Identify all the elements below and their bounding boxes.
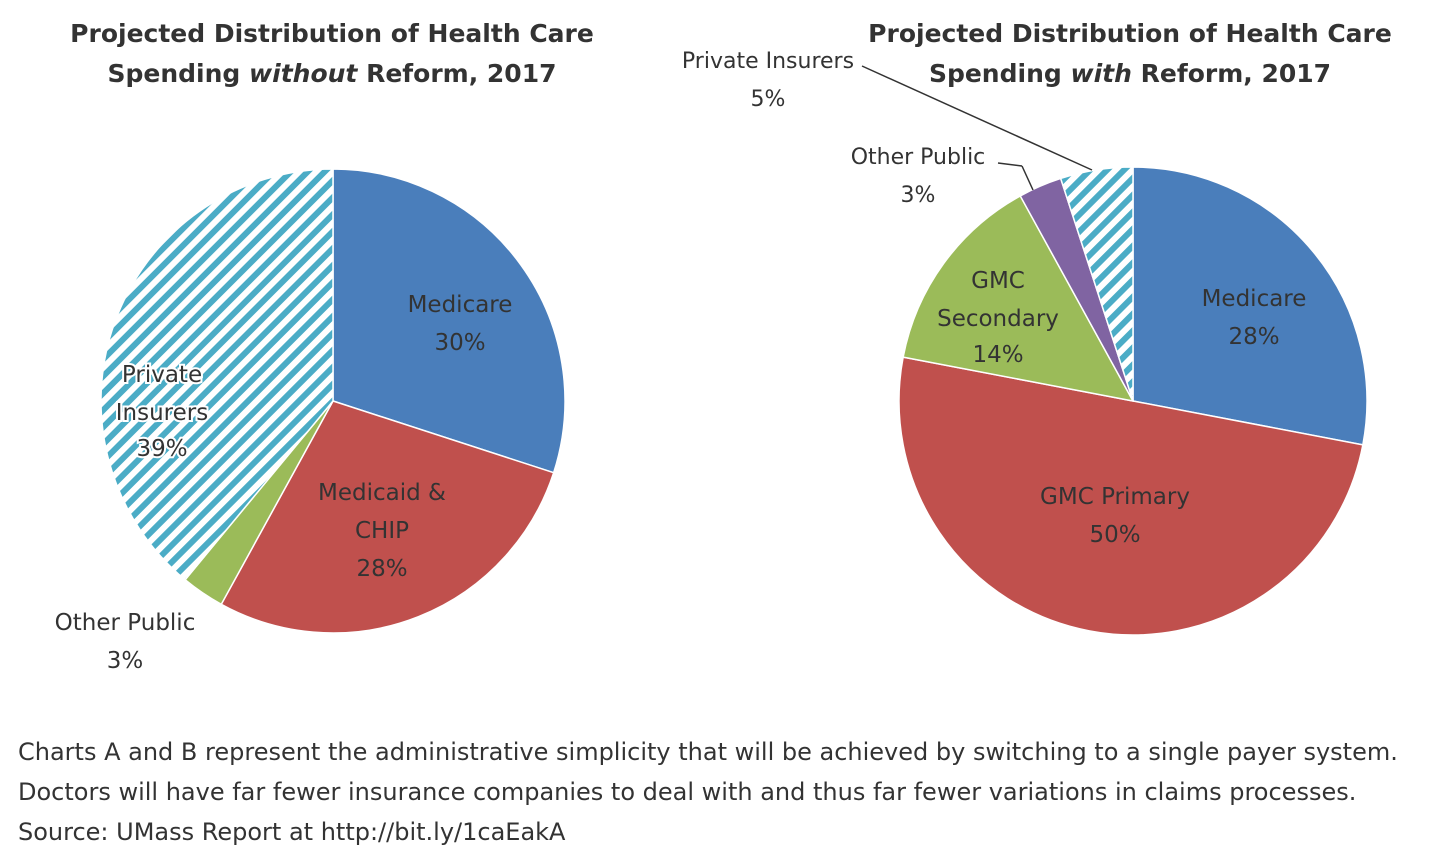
chart-a-slice-medicaid-chip [220, 400, 555, 634]
chart-b-label-other-public: Other Public [851, 145, 986, 170]
chart-a-value-other-public: 3% [107, 648, 144, 674]
chart-a-title-post: Reform, 2017 [357, 59, 556, 88]
chart-a-value-private: 39% [136, 436, 187, 462]
chart-b-slice-medicare [1132, 166, 1368, 446]
chart-b-title-em: with [1070, 59, 1131, 88]
chart-b-label-gmc-primary: GMC Primary [1040, 484, 1190, 510]
chart-b-pie [898, 166, 1368, 636]
chart-a-pie [100, 168, 566, 634]
chart-b-slice-gmc-primary [898, 356, 1364, 636]
chart-b-leader-other-public [997, 162, 1023, 167]
chart-b: Projected Distribution of Health Care Sp… [682, 19, 1392, 636]
caption-line-3: Source: UMass Report at http://bit.ly/1c… [18, 818, 566, 846]
chart-a-label-medicaid-2: CHIP [355, 518, 409, 544]
chart-b-leader-private [861, 65, 1093, 171]
chart-b-value-gmc-secondary: 14% [972, 342, 1023, 368]
chart-b-slice-private-insurers [1059, 166, 1134, 402]
chart-a-label-medicaid-1: Medicaid & [318, 480, 446, 506]
chart-a-title-line1: Projected Distribution of Health Care [70, 19, 594, 48]
chart-a-title-pre: Spending [108, 59, 250, 88]
chart-b-label-gmc-secondary-1: GMC [971, 268, 1025, 294]
chart-a-slice-medicare [332, 168, 566, 474]
chart-b-title-line2: Spending with Reform, 2017 [929, 59, 1331, 88]
chart-b-slice-gmc-secondary [902, 194, 1135, 403]
chart-b-title-line1: Projected Distribution of Health Care [868, 19, 1392, 48]
caption-line-1: Charts A and B represent the administrat… [18, 738, 1398, 766]
chart-a-label-medicare: Medicare [408, 292, 513, 318]
caption: Charts A and B represent the administrat… [18, 732, 1428, 852]
chart-b-title-post: Reform, 2017 [1132, 59, 1331, 88]
chart-a-title-line2: Spending without Reform, 2017 [108, 59, 557, 88]
chart-a-label-other-public: Other Public [55, 610, 196, 636]
chart-b-value-medicare: 28% [1228, 324, 1279, 350]
chart-b-value-other-public: 3% [901, 183, 936, 208]
chart-a-label-private-2: Insurers [116, 400, 208, 426]
caption-line-2: Doctors will have far fewer insurance co… [18, 778, 1357, 806]
chart-b-leader-other-public-2 [1021, 165, 1034, 191]
chart-b-label-gmc-secondary-2: Secondary [937, 306, 1059, 332]
chart-b-title-pre: Spending [929, 59, 1071, 88]
chart-b-label-private: Private Insurers [682, 49, 854, 74]
chart-b-value-gmc-primary: 50% [1089, 522, 1140, 548]
chart-a-label-private-1: Private [122, 362, 202, 388]
chart-a-title-em: without [249, 59, 358, 88]
chart-b-value-private: 5% [751, 87, 786, 112]
chart-a: Projected Distribution of Health Care Sp… [55, 19, 594, 674]
chart-b-label-medicare: Medicare [1202, 286, 1307, 312]
chart-a-value-medicare: 30% [434, 330, 485, 356]
chart-a-value-medicaid: 28% [356, 556, 407, 582]
chart-a-slice-private-insurers [100, 168, 334, 581]
